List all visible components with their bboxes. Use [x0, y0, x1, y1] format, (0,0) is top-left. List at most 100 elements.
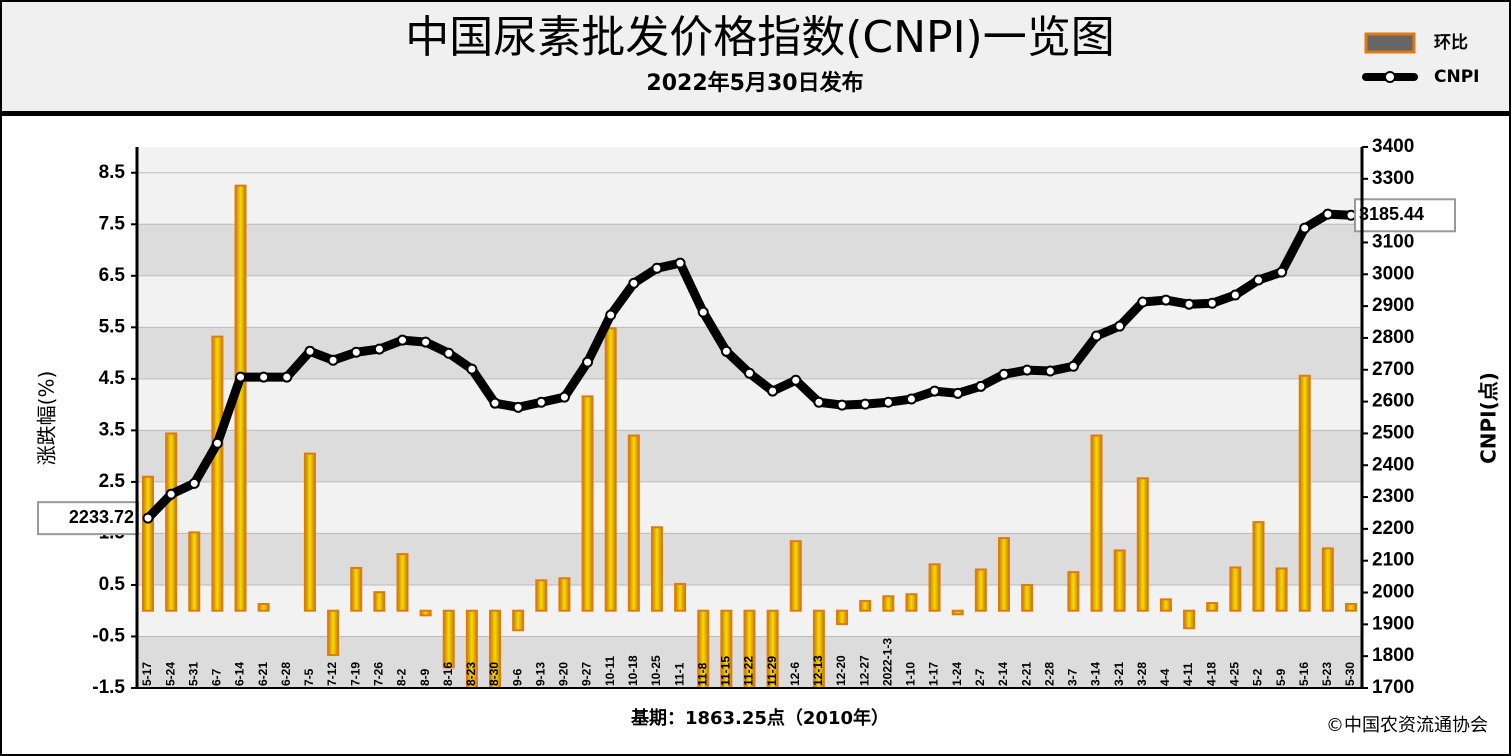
y2-tick-label: 3400: [1372, 136, 1414, 157]
value-label-box: [1354, 198, 1456, 233]
marker: [142, 512, 154, 524]
marker: [998, 368, 1010, 380]
y2-tick-label: 2400: [1372, 454, 1414, 475]
x-tick-label: 1-10: [904, 662, 918, 686]
y-tick-label: 2.5: [99, 471, 126, 492]
y2-tick-label: 2800: [1372, 327, 1414, 348]
x-tick-label: 10-18: [626, 655, 640, 686]
bar: [1113, 549, 1126, 612]
marker: [859, 398, 871, 410]
marker: [1067, 360, 1079, 372]
marker: [1252, 274, 1264, 286]
header: [0, 0, 1511, 113]
y2-tick-label: 2200: [1372, 518, 1414, 539]
y2-tick-label: 1900: [1372, 613, 1414, 634]
marker: [327, 354, 339, 366]
x-tick-label: 4-4: [1158, 668, 1172, 686]
y-tick-label: 6.5: [99, 265, 126, 286]
bar: [188, 531, 201, 612]
bar: [974, 568, 987, 612]
x-tick-label: 11-8: [695, 662, 709, 686]
marker: [813, 396, 825, 408]
y2-tick-label: 2000: [1372, 582, 1414, 603]
x-tick-label: 8-30: [487, 662, 501, 686]
x-tick-label: 9-20: [557, 662, 571, 686]
marker: [466, 363, 478, 375]
x-tick-label: 2-14: [996, 662, 1010, 686]
bar: [1252, 521, 1265, 612]
legend-swatch: [1364, 32, 1416, 54]
bar: [674, 582, 687, 612]
x-tick-label: 5-30: [1343, 662, 1357, 686]
x-tick-label: 2-28: [1042, 662, 1056, 686]
marker: [1229, 289, 1241, 301]
marker: [651, 262, 663, 274]
y-tick-label: 4.5: [99, 368, 126, 389]
bar: [142, 475, 154, 612]
bar: [1090, 434, 1103, 612]
value-label: 2233.72: [69, 507, 134, 527]
x-tick-label: 12-27: [857, 655, 871, 686]
x-tick-label: 3-7: [1066, 668, 1080, 686]
source: ©中国农资流通协会: [1326, 715, 1488, 736]
marker: [188, 477, 200, 489]
x-tick-label: 12-20: [834, 655, 848, 686]
x-tick-label: 4-11: [1181, 662, 1195, 686]
x-tick-label: 11-15: [719, 656, 733, 686]
grid-band: [137, 533, 1362, 585]
bar: [1345, 603, 1357, 612]
x-tick-label: 4-18: [1204, 662, 1218, 686]
x-tick-label: 8-2: [395, 668, 409, 686]
x-tick-label: 5-2: [1251, 668, 1265, 686]
bar: [327, 609, 340, 657]
x-tick-label: 3-28: [1135, 662, 1149, 686]
marker: [905, 393, 917, 405]
bar: [1159, 598, 1172, 612]
grid-band: [137, 224, 1362, 276]
y2-tick-label: 2100: [1372, 550, 1414, 571]
bar: [859, 599, 872, 612]
marker: [235, 371, 247, 383]
chart-subtitle: 2022年5月30日发布: [646, 70, 863, 96]
x-tick-label: 2-21: [1019, 662, 1033, 686]
y2-axis-label: CNPI(点): [1477, 372, 1501, 464]
x-tick-label: 8-9: [418, 668, 432, 686]
marker: [211, 437, 223, 449]
bar: [442, 609, 455, 669]
legend-marker: [1384, 71, 1396, 83]
marker: [350, 346, 362, 358]
marker: [281, 371, 293, 383]
x-tick-label: 7-12: [325, 662, 339, 686]
marker: [836, 399, 848, 411]
x-tick-label: 6-28: [279, 662, 293, 686]
chart-title: 中国尿素批发价格指数(CNPI)一览图: [405, 12, 1114, 63]
marker: [558, 391, 570, 403]
marker: [975, 380, 987, 392]
marker: [1114, 320, 1126, 332]
bar: [997, 537, 1010, 612]
bar: [1298, 374, 1311, 612]
y-tick-label: 3.5: [99, 419, 126, 440]
x-tick-label: 7-26: [372, 662, 386, 686]
x-tick-label: 5-24: [163, 662, 177, 686]
y-tick-label: 5.5: [99, 316, 126, 337]
x-tick-label: 3-21: [1112, 662, 1126, 686]
x-tick-label: 8-23: [464, 662, 478, 686]
bar: [951, 609, 964, 616]
y-axis-label: 涨跌幅(%): [35, 371, 59, 466]
y-tick-label: 7.5: [99, 213, 126, 234]
bar: [882, 595, 895, 612]
y-tick-label: -1.5: [92, 677, 125, 698]
y2-tick-label: 3000: [1372, 263, 1414, 284]
marker: [443, 347, 455, 359]
value-label-box: [37, 501, 139, 536]
bar: [627, 434, 640, 612]
x-tick-label: 5-31: [186, 662, 200, 686]
marker: [1137, 296, 1149, 308]
x-tick-label: 4-25: [1227, 662, 1241, 686]
bar: [373, 591, 386, 612]
x-tick-label: 6-7: [210, 668, 224, 686]
bar: [303, 452, 316, 612]
bar: [535, 579, 548, 612]
